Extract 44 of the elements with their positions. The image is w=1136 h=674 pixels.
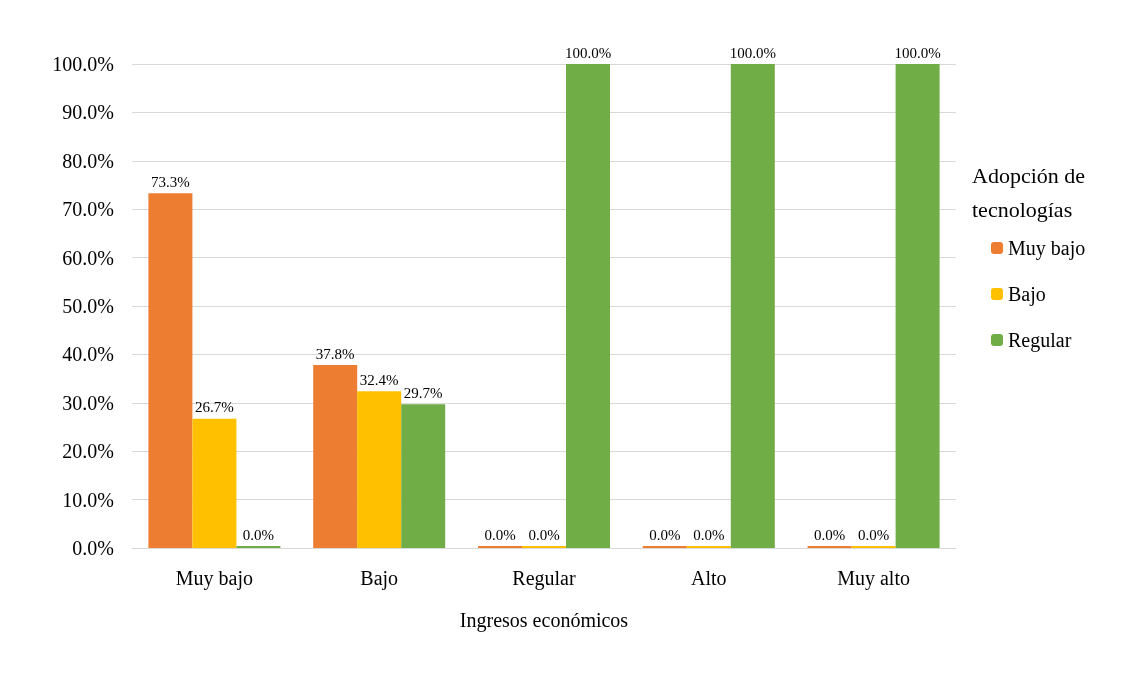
bar (730, 64, 775, 548)
bar (313, 365, 358, 548)
data-label: 37.8% (315, 345, 355, 362)
bar (895, 64, 940, 548)
data-label: 29.7% (403, 384, 443, 401)
data-label: 100.0% (729, 44, 776, 61)
data-label: 0.0% (857, 526, 890, 543)
x-tick-label: Regular (512, 567, 576, 590)
bar (401, 404, 446, 548)
y-tick-label: 60.0% (62, 246, 114, 269)
data-label: 0.0% (484, 526, 516, 543)
x-tick-label: Alto (691, 567, 727, 589)
y-tick-label: 10.0% (62, 488, 114, 511)
data-label: 32.4% (359, 371, 399, 388)
y-tick-label: 90.0% (62, 101, 114, 124)
legend-label: Muy bajo (1008, 237, 1086, 260)
y-tick-label: 100.0% (52, 53, 114, 75)
y-tick-label: 40.0% (62, 343, 114, 366)
x-axis-title: Ingresos económicos (459, 609, 629, 632)
data-label: 0.0% (528, 526, 560, 543)
y-tick-label: 80.0% (62, 149, 114, 172)
data-label: 100.0% (894, 44, 941, 61)
y-tick-label: 0.0% (72, 537, 114, 559)
y-tick-label: 20.0% (62, 440, 114, 463)
x-tick-label: Muy bajo (175, 567, 254, 590)
bar (192, 418, 237, 548)
legend-title: Adopción de tecnologías (972, 162, 1091, 222)
bar (357, 391, 402, 548)
data-label: 0.0% (693, 526, 725, 543)
data-label: 0.0% (813, 526, 846, 543)
data-label: 0.0% (649, 526, 681, 543)
y-tick-label: 70.0% (62, 198, 114, 221)
x-tick-label: Muy alto (837, 567, 910, 590)
data-label: 100.0% (564, 44, 612, 61)
x-tick-label: Bajo (360, 567, 399, 590)
y-tick-label: 50.0% (62, 295, 114, 317)
bar (148, 193, 193, 548)
data-label: 0.0% (242, 526, 275, 543)
legend-label: Regular (1008, 329, 1072, 352)
y-tick-label: 30.0% (62, 391, 114, 414)
data-label: 73.3% (151, 173, 190, 190)
bar (566, 64, 610, 548)
legend-label: Bajo (1008, 283, 1046, 306)
data-label: 26.7% (195, 399, 234, 416)
